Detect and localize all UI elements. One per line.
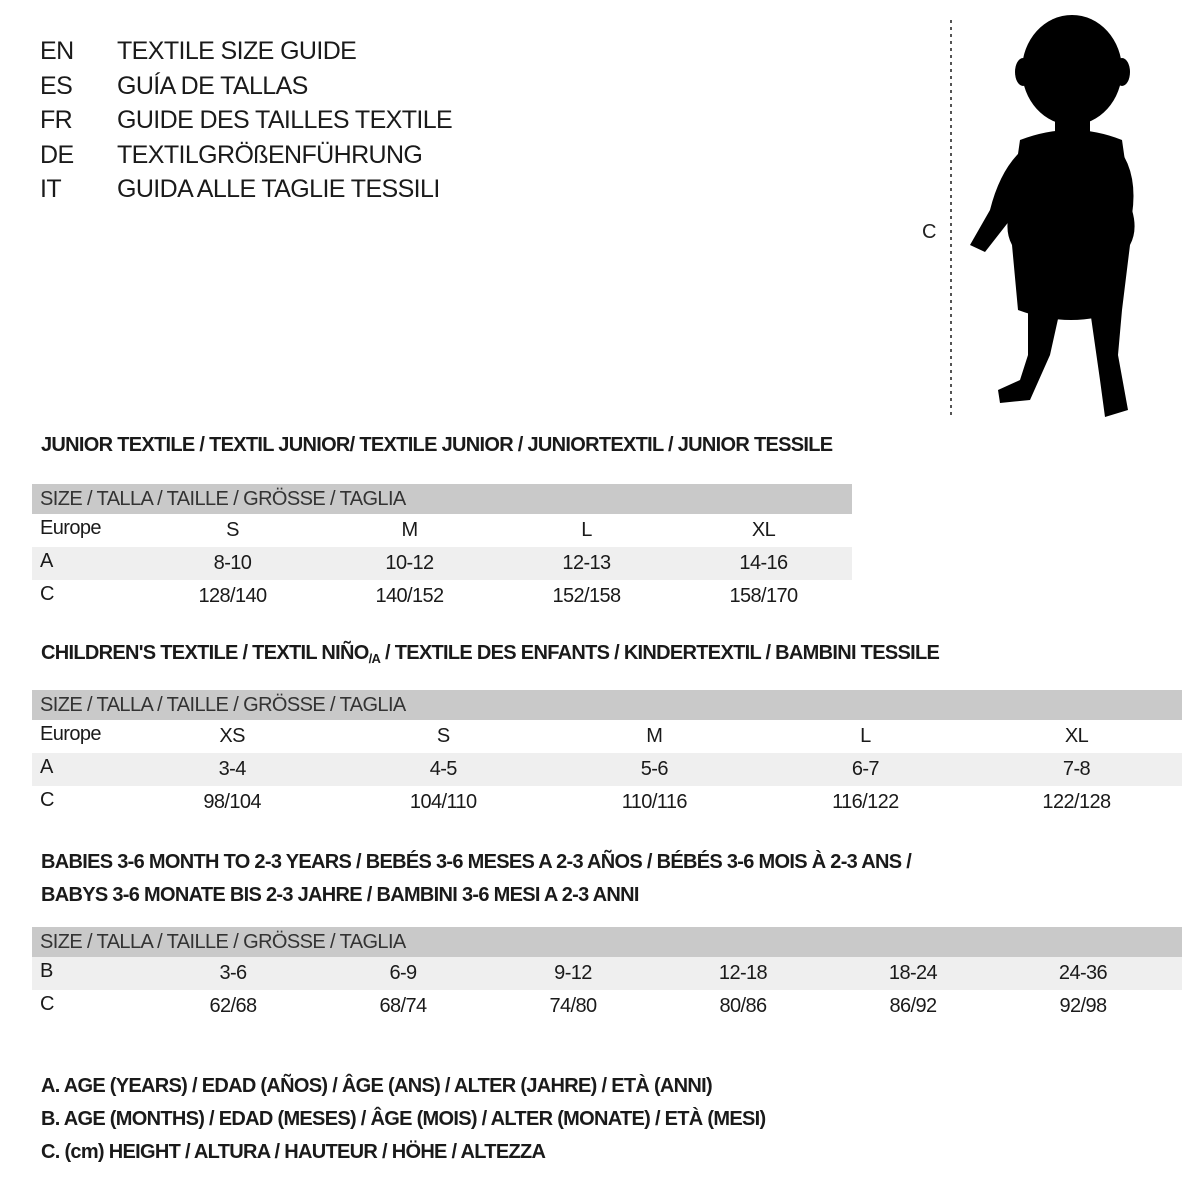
junior-section-title: JUNIOR TEXTILE / TEXTIL JUNIOR/ TEXTILE … <box>41 434 833 456</box>
row-label: C <box>40 993 54 1015</box>
table-cell: 152/158 <box>552 585 621 607</box>
table-cell: 9-12 <box>554 962 592 984</box>
legend-item: C. (cm) HEIGHT / ALTURA / HAUTEUR / HÖHE… <box>41 1141 546 1163</box>
lang-code: ES <box>40 71 73 100</box>
table-cell: 24-36 <box>1058 962 1108 984</box>
title-fr: FR GUIDE DES TAILLES TEXTILE <box>40 103 453 138</box>
table-header: SIZE / TALLA / TAILLE / GRÖSSE / TAGLIA <box>32 484 852 514</box>
table-cell: 140/152 <box>375 585 444 607</box>
table-cell: 18-24 <box>888 962 938 984</box>
table-cell: 3-4 <box>218 758 247 780</box>
table-cell: XS <box>219 725 245 747</box>
junior-size-table: SIZE / TALLA / TAILLE / GRÖSSE / TAGLIA E… <box>32 484 852 613</box>
lang-title: TEXTILE SIZE GUIDE <box>117 37 357 65</box>
row-label: C <box>40 583 54 605</box>
table-cell: 6-7 <box>851 758 880 780</box>
table-row: A 3-4 4-5 5-6 6-7 7-8 <box>32 753 1182 786</box>
table-cell: 3-6 <box>219 962 247 984</box>
children-section-title: CHILDREN'S TEXTILE / TEXTIL NIÑO/A / TEX… <box>41 637 940 675</box>
title-part: CHILDREN'S TEXTILE / TEXTIL NIÑO <box>41 642 369 664</box>
legend-item: A. AGE (YEARS) / EDAD (AÑOS) / ÂGE (ANS)… <box>41 1075 713 1097</box>
title-line: BABIES 3-6 MONTH TO 2-3 YEARS / BEBÉS 3-… <box>41 851 912 873</box>
title-part: / TEXTILE DES ENFANTS / KINDERTEXTIL / B… <box>380 642 940 664</box>
table-cell: 116/122 <box>832 791 899 813</box>
row-label: A <box>40 550 53 572</box>
table-cell: 5-6 <box>640 758 669 780</box>
table-cell: L <box>581 519 592 541</box>
title-de: DE TEXTILGRÖßENFÜHRUNG <box>40 138 452 173</box>
table-cell: 4-5 <box>429 758 458 780</box>
table-row: Europe S M L XL <box>32 514 852 547</box>
table-row: B 3-6 6-9 9-12 12-18 18-24 24-36 <box>32 957 1182 990</box>
lang-title: GUIDE DES TAILLES TEXTILE <box>117 106 453 134</box>
table-header: SIZE / TALLA / TAILLE / GRÖSSE / TAGLIA <box>32 690 1182 720</box>
table-cell: 7-8 <box>1062 758 1091 780</box>
babies-size-table: SIZE / TALLA / TAILLE / GRÖSSE / TAGLIA B… <box>32 927 1182 1023</box>
child-silhouette-figure: C <box>922 15 1135 417</box>
table-cell: 74/80 <box>549 995 597 1017</box>
table-cell: 12-18 <box>718 962 768 984</box>
table-row: C 128/140 140/152 152/158 158/170 <box>32 580 852 613</box>
table-cell: 92/98 <box>1059 995 1107 1017</box>
lang-code: DE <box>40 140 74 169</box>
height-label: C <box>922 221 936 243</box>
title-es: ES GUÍA DE TALLAS <box>40 69 452 104</box>
row-label: B <box>40 960 53 982</box>
table-cell: XL <box>1064 725 1089 747</box>
table-cell: 158/170 <box>729 585 798 607</box>
table-cell: 110/116 <box>621 791 688 813</box>
table-cell: L <box>860 725 871 747</box>
child-silhouette-icon <box>970 15 1135 417</box>
lang-code: EN <box>40 37 74 65</box>
row-label: Europe <box>40 517 102 539</box>
title-sub: /A <box>368 651 381 666</box>
table-cell: 6-9 <box>389 962 417 984</box>
table-cell: S <box>436 725 450 747</box>
table-cell: 128/140 <box>198 585 267 607</box>
row-label: A <box>40 756 53 778</box>
table-row: Europe XS S M L XL <box>32 720 1182 753</box>
title-it: IT GUIDA ALLE TAGLIE TESSILI <box>40 172 452 207</box>
row-label: Europe <box>40 723 102 745</box>
table-cell: 104/110 <box>409 791 477 813</box>
title-line: BABYS 3-6 MONATE BIS 2-3 JAHRE / BAMBINI… <box>41 884 639 906</box>
legend: A. AGE (YEARS) / EDAD (AÑOS) / ÂGE (ANS)… <box>41 1070 766 1169</box>
legend-item: B. AGE (MONTHS) / EDAD (MESES) / ÂGE (MO… <box>41 1108 766 1130</box>
language-title-list: EN TEXTILE SIZE GUIDE ES GUÍA DE TALLAS FR… <box>40 34 453 207</box>
table-row: A 8-10 10-12 12-13 14-16 <box>32 547 852 580</box>
lang-code: IT <box>40 175 62 203</box>
table-cell: XL <box>751 519 776 541</box>
table-cell: 86/92 <box>889 995 937 1017</box>
table-cell: 80/86 <box>719 995 767 1017</box>
table-cell: M <box>401 519 418 541</box>
babies-section-title: BABIES 3-6 MONTH TO 2-3 YEARS / BEBÉS 3-… <box>41 846 912 912</box>
table-cell: S <box>226 519 239 541</box>
table-cell: 8-10 <box>213 552 252 574</box>
table-header: SIZE / TALLA / TAILLE / GRÖSSE / TAGLIA <box>32 927 1182 957</box>
table-cell: 122/128 <box>1042 791 1111 813</box>
table-cell: M <box>646 725 663 747</box>
row-label: C <box>40 789 54 811</box>
lang-title: GUÍA DE TALLAS <box>117 71 308 100</box>
table-row: C 62/68 68/74 74/80 80/86 86/92 92/98 <box>32 990 1182 1023</box>
lang-title: TEXTILGRÖßENFÜHRUNG <box>117 140 423 169</box>
lang-title: GUIDA ALLE TAGLIE TESSILI <box>117 175 440 203</box>
table-cell: 62/68 <box>209 995 257 1017</box>
table-cell: 98/104 <box>203 791 261 813</box>
table-row: C 98/104 104/110 110/116 116/122 122/128 <box>32 786 1182 819</box>
table-cell: 14-16 <box>739 552 788 574</box>
children-size-table: SIZE / TALLA / TAILLE / GRÖSSE / TAGLIA E… <box>32 690 1182 819</box>
table-cell: 10-12 <box>385 552 434 574</box>
table-cell: 68/74 <box>379 995 427 1017</box>
lang-code: FR <box>40 106 73 134</box>
table-cell: 12-13 <box>562 552 611 574</box>
title-en: EN TEXTILE SIZE GUIDE <box>40 34 452 69</box>
